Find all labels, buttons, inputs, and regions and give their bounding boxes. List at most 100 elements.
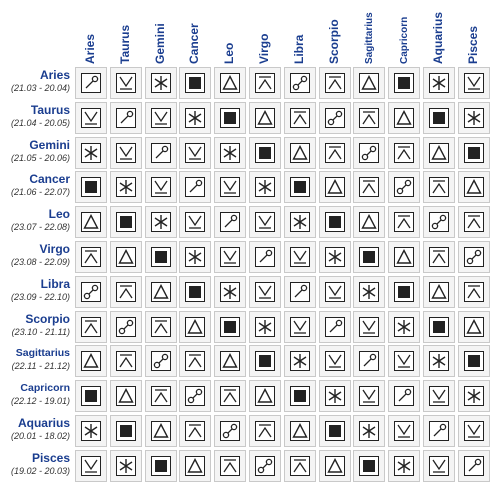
grid-cell-aquarius-sagittarius: [353, 415, 386, 447]
sextile-icon: [150, 212, 171, 233]
semi-sextile-icon: [185, 212, 206, 233]
grid-cell-taurus-aries: [75, 101, 107, 134]
row-sign-name: Gemini: [29, 137, 70, 152]
grid-cell-sagittarius-aquarius: [423, 345, 455, 378]
column-header-label: Capricorn: [399, 16, 411, 64]
grid-cell-gemini-virgo: [249, 136, 281, 169]
trine-icon: [185, 316, 206, 337]
sextile-icon: [463, 107, 484, 128]
sextile-icon: [324, 247, 345, 267]
sextile-icon: [359, 281, 380, 302]
semi-sextile-icon: [359, 316, 380, 337]
column-header-label: Cancer: [187, 23, 202, 64]
row-sign-dates: (19.02 - 20.03): [10, 465, 70, 476]
sextile-icon: [220, 281, 241, 302]
row-sign-name: Cancer: [29, 172, 70, 187]
square-icon: [185, 281, 206, 302]
grid-cell-pisces-cancer: [179, 449, 212, 482]
row-sign-name: Taurus: [30, 102, 70, 117]
semi-sextile-icon: [115, 73, 136, 93]
row-sign-dates: (21.05 - 20.06): [10, 152, 70, 163]
row-sign-dates: (23.08 - 22.09): [10, 257, 70, 267]
grid-cell-gemini-taurus: [109, 136, 142, 169]
grid-cell-taurus-scorpio: [318, 101, 351, 134]
trine-icon: [185, 455, 206, 476]
grid-cell-gemini-leo: [214, 136, 247, 169]
grid-cell-aries-aries: [75, 67, 107, 99]
conjunction-icon: [463, 455, 484, 476]
sextile-icon: [185, 107, 206, 128]
grid-cell-pisces-sagittarius: [353, 449, 386, 482]
column-header-libra: Libra: [284, 0, 318, 66]
grid-cell-sagittarius-aries: [75, 345, 107, 378]
grid-cell-virgo-gemini: [144, 241, 177, 273]
row-header-aries: Aries (21.03 - 20.04): [0, 67, 70, 103]
grid-cell-cancer-libra: [283, 171, 316, 204]
quincunx-icon: [115, 351, 136, 372]
row-sign-name: Capricorn: [20, 382, 70, 395]
row-header-capricorn: Capricorn (22.12 - 19.01): [0, 380, 70, 416]
grid-cell-leo-scorpio: [318, 206, 351, 239]
semi-sextile-icon: [289, 316, 310, 337]
quincunx-icon: [185, 421, 206, 441]
opposition-icon: [463, 247, 484, 267]
grid-cell-taurus-aquarius: [423, 101, 455, 134]
grid-cell-pisces-aries: [75, 449, 107, 482]
trine-icon: [150, 421, 171, 441]
grid-cell-capricorn-sagittarius: [353, 380, 386, 413]
quincunx-icon: [81, 316, 101, 337]
grid-cell-virgo-virgo: [249, 241, 281, 273]
sextile-icon: [394, 316, 415, 337]
grid-cell-aries-scorpio: [318, 67, 351, 99]
quincunx-icon: [81, 247, 101, 267]
grid-cell-gemini-aries: [75, 136, 107, 169]
conjunction-icon: [150, 142, 171, 163]
grid-cell-cancer-aries: [75, 171, 107, 204]
column-header-label: Aries: [83, 33, 97, 64]
square-icon: [150, 247, 171, 267]
column-header-label: Leo: [222, 42, 237, 64]
semi-sextile-icon: [185, 142, 206, 163]
sextile-icon: [220, 142, 241, 163]
opposition-icon: [324, 107, 345, 128]
grid-cell-sagittarius-pisces: [457, 345, 490, 378]
row-sign-dates: (21.04 - 20.05): [10, 117, 70, 128]
conjunction-icon: [185, 177, 206, 198]
grid-cell-aquarius-scorpio: [318, 415, 351, 447]
square-icon: [394, 73, 415, 93]
sextile-icon: [81, 421, 101, 441]
opposition-icon: [115, 316, 136, 337]
grid-cell-libra-capricorn: [388, 275, 421, 308]
row-header-pisces: Pisces (19.02 - 20.03): [0, 450, 70, 486]
column-header-scorpio: Scorpio: [319, 0, 353, 66]
sextile-icon: [185, 247, 206, 267]
grid-cell-virgo-sagittarius: [353, 241, 386, 273]
column-header-taurus: Taurus: [110, 0, 144, 66]
square-icon: [463, 351, 484, 372]
sextile-icon: [255, 316, 275, 337]
grid-cell-sagittarius-libra: [283, 345, 316, 378]
grid-cell-scorpio-leo: [214, 310, 247, 343]
semi-sextile-icon: [463, 421, 484, 441]
column-header-leo: Leo: [214, 0, 248, 66]
sextile-icon: [81, 142, 101, 163]
grid-cell-virgo-cancer: [179, 241, 212, 273]
trine-icon: [359, 212, 380, 233]
row-header-sagittarius: Sagittarius (22.11 - 21.12): [0, 345, 70, 381]
semi-sextile-icon: [255, 281, 275, 302]
trine-icon: [463, 316, 484, 337]
sextile-icon: [429, 351, 449, 372]
grid-cell-taurus-sagittarius: [353, 101, 386, 134]
trine-icon: [220, 351, 241, 372]
quincunx-icon: [394, 142, 415, 163]
square-icon: [324, 212, 345, 233]
grid-cell-sagittarius-scorpio: [318, 345, 351, 378]
grid-cell-aquarius-virgo: [249, 415, 281, 447]
grid-cell-gemini-scorpio: [318, 136, 351, 169]
grid-cell-capricorn-scorpio: [318, 380, 351, 413]
grid-cell-scorpio-aries: [75, 310, 107, 343]
semi-sextile-icon: [394, 421, 415, 441]
grid-cell-cancer-aquarius: [423, 171, 455, 204]
column-header-label: Virgo: [257, 33, 271, 64]
square-icon: [359, 455, 380, 476]
